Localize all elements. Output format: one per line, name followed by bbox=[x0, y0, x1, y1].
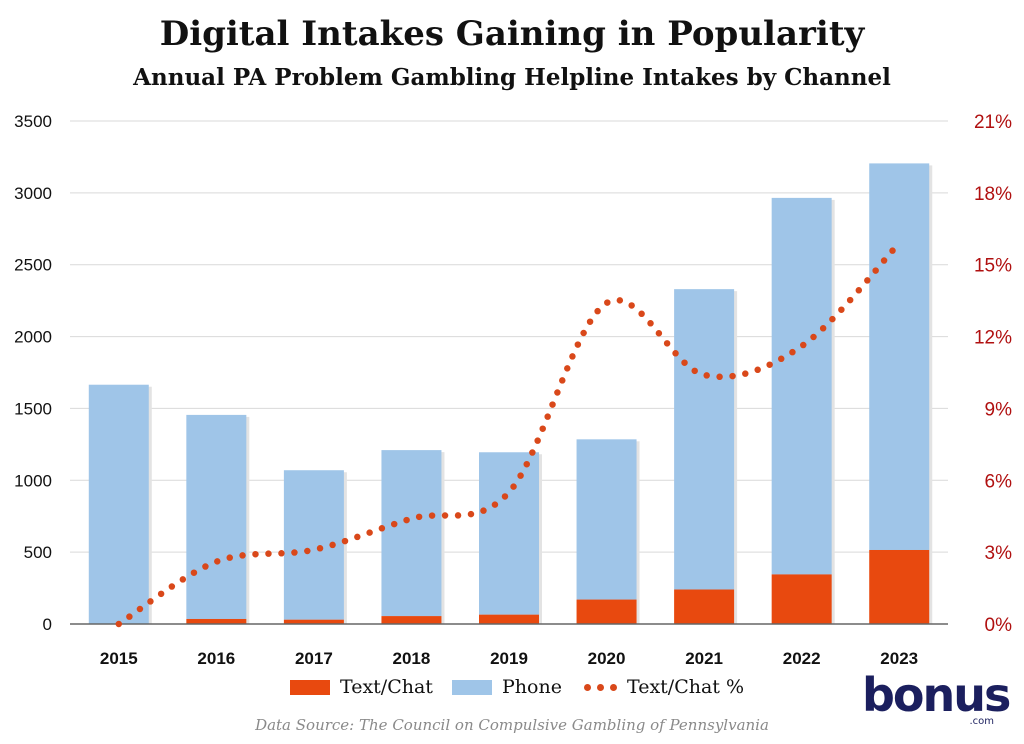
legend-swatch-phone bbox=[452, 679, 492, 695]
y2-tick-label: 9% bbox=[985, 399, 1013, 420]
bar-text-chat bbox=[771, 574, 832, 624]
chart-svg: 0 500 1000 1500 2000 2500 3000 3500 0% 3% 6% 9% 12% 1… bbox=[14, 112, 1013, 668]
bar-text-chat bbox=[869, 549, 930, 624]
y2-tick-label: 21% bbox=[974, 112, 1012, 133]
y-tick-label: 3000 bbox=[14, 184, 52, 203]
legend-dot bbox=[584, 683, 591, 691]
legend-item-pct: Text/Chat % bbox=[584, 676, 744, 698]
chart-subtitle: Annual PA Problem Gambling Helpline Inta… bbox=[133, 64, 891, 91]
bar-text-chat bbox=[381, 616, 442, 624]
bar-phone bbox=[576, 439, 637, 600]
legend-label-text-chat: Text/Chat bbox=[340, 676, 433, 698]
x-tick-label: 2023 bbox=[880, 649, 918, 668]
bar-phone bbox=[771, 197, 832, 575]
bar-phone bbox=[479, 452, 539, 615]
bar-phone bbox=[186, 414, 247, 619]
y2-tick-label: 12% bbox=[974, 328, 1012, 349]
y2-tick-label: 0% bbox=[985, 615, 1013, 636]
data-source-note: Data Source: The Council on Compulsive G… bbox=[255, 716, 769, 734]
x-tick-label: 2019 bbox=[490, 649, 528, 668]
legend-dots-pct bbox=[584, 683, 617, 691]
legend-dot bbox=[610, 683, 617, 691]
bar-text-chat bbox=[283, 619, 344, 624]
bar-text-chat bbox=[576, 599, 637, 624]
legend-label-pct: Text/Chat % bbox=[627, 676, 745, 698]
y2-tick-label: 6% bbox=[985, 471, 1013, 492]
bar-text-chat bbox=[186, 618, 247, 624]
legend-dot bbox=[597, 683, 604, 691]
y-tick-label: 0 bbox=[43, 615, 52, 634]
y2-tick-label: 18% bbox=[974, 184, 1012, 205]
chart-title: Digital Intakes Gaining in Popularity bbox=[159, 14, 865, 54]
logo-suffix: .com bbox=[969, 716, 994, 727]
x-tick-label: 2018 bbox=[393, 649, 431, 668]
x-tick-label: 2021 bbox=[685, 649, 723, 668]
y-tick-label: 500 bbox=[24, 543, 52, 562]
legend-item-phone: Phone bbox=[452, 676, 562, 698]
bonus-logo: bonus .com bbox=[862, 672, 1012, 732]
y-tick-label: 1500 bbox=[14, 399, 52, 418]
bar-phone bbox=[674, 289, 735, 590]
logo-wordmark: bonus bbox=[862, 668, 1011, 722]
bar-phone bbox=[381, 450, 442, 617]
x-tick-label: 2017 bbox=[295, 649, 333, 668]
bar-text-chat bbox=[479, 614, 539, 624]
y-tick-label: 3500 bbox=[14, 112, 52, 131]
y2-tick-label: 15% bbox=[974, 256, 1012, 277]
x-tick-label: 2020 bbox=[588, 649, 626, 668]
legend-swatch-text-chat bbox=[290, 679, 330, 695]
legend-item-text-chat: Text/Chat bbox=[290, 676, 433, 698]
bar-phone bbox=[869, 163, 930, 550]
line-text-chat-pct bbox=[115, 239, 903, 628]
y-tick-label: 1000 bbox=[14, 471, 52, 490]
x-tick-label: 2015 bbox=[100, 649, 138, 668]
legend-label-phone: Phone bbox=[502, 676, 562, 698]
bar-text-chat bbox=[674, 589, 735, 624]
y2-tick-label: 3% bbox=[985, 543, 1013, 564]
bar-phone bbox=[88, 384, 149, 624]
legend: Text/Chat Phone Text/Chat % bbox=[0, 676, 1024, 704]
y-tick-label: 2000 bbox=[14, 328, 52, 347]
x-tick-label: 2022 bbox=[783, 649, 821, 668]
y-tick-label: 2500 bbox=[14, 256, 52, 275]
x-tick-label: 2016 bbox=[197, 649, 235, 668]
